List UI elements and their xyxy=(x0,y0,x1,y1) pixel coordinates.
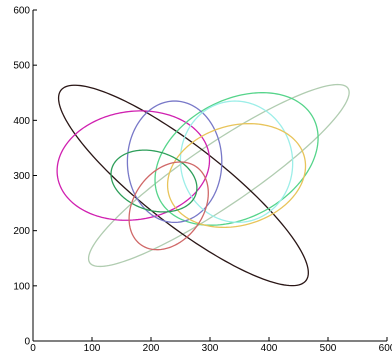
ellipse-7 xyxy=(166,122,307,229)
ellipse-3 xyxy=(56,110,211,221)
x-tick-label: 100 xyxy=(84,343,101,353)
ellipse-8 xyxy=(110,149,198,213)
x-tick-label: 600 xyxy=(379,343,392,353)
x-tick-label: 200 xyxy=(143,343,160,353)
axes: 0 100 200 300 400 500 600 0 100 200 300 400 500 600 xyxy=(13,6,392,353)
x-tick-label: 400 xyxy=(261,343,278,353)
ellipses-group xyxy=(56,83,350,287)
ellipse-6 xyxy=(179,100,294,223)
x-tick-label: 500 xyxy=(320,343,337,353)
ellipse-5 xyxy=(126,100,223,224)
y-tick-label: 300 xyxy=(13,171,30,182)
y-tick-label: 500 xyxy=(13,61,30,72)
x-tick-label: 0 xyxy=(30,343,36,353)
y-tick-label: 400 xyxy=(13,116,30,127)
y-tick-label: 0 xyxy=(24,337,30,348)
y-tick-label: 600 xyxy=(13,6,30,17)
y-tick-label: 200 xyxy=(13,226,30,237)
x-tick-label: 300 xyxy=(202,343,219,353)
y-tick-label: 100 xyxy=(13,281,30,292)
ellipse-9 xyxy=(128,161,209,251)
ellipse-2 xyxy=(57,84,309,287)
ellipse-1 xyxy=(87,83,350,268)
